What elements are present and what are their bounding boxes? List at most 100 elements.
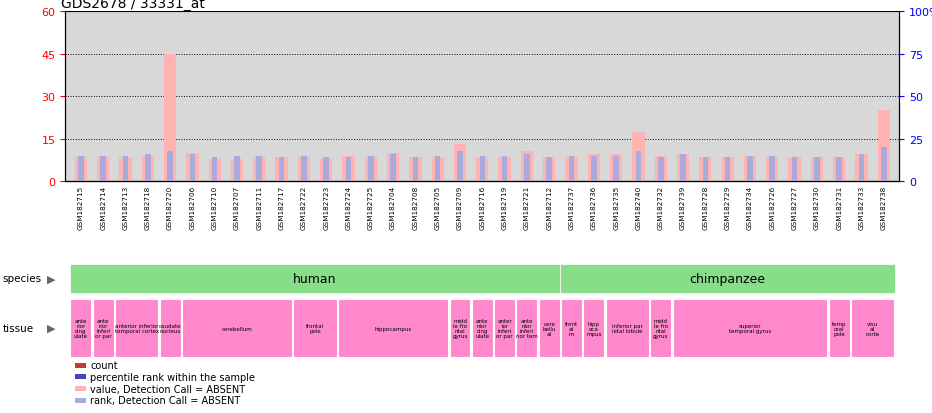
Text: value, Detection Call = ABSENT: value, Detection Call = ABSENT	[90, 384, 245, 394]
Bar	[703, 158, 708, 182]
Text: GSM182740: GSM182740	[636, 186, 641, 230]
Text: GSM182706: GSM182706	[189, 186, 196, 230]
Text: GSM182736: GSM182736	[591, 186, 596, 230]
Bar	[78, 156, 84, 182]
Text: GSM182730: GSM182730	[814, 186, 820, 230]
Text: GSM182724: GSM182724	[346, 186, 351, 230]
Text: anterior inferior
temporal cortex: anterior inferior temporal cortex	[115, 323, 158, 333]
Bar	[610, 155, 623, 182]
Bar	[182, 299, 292, 357]
Bar	[409, 158, 421, 182]
Text: GDS2678 / 33331_at: GDS2678 / 33331_at	[62, 0, 205, 12]
Bar	[560, 264, 895, 294]
Text: GSM182727: GSM182727	[791, 186, 798, 230]
Text: GSM182714: GSM182714	[100, 186, 106, 230]
Text: rank, Detection Call = ABSENT: rank, Detection Call = ABSENT	[90, 395, 240, 405]
Bar	[391, 154, 396, 182]
Bar	[472, 299, 493, 357]
Bar	[654, 156, 667, 182]
Bar	[297, 158, 310, 182]
Bar	[721, 158, 733, 182]
Bar	[75, 158, 87, 182]
Bar	[413, 158, 418, 182]
Bar	[766, 158, 778, 182]
Bar	[881, 148, 886, 182]
Bar	[788, 158, 801, 182]
Text: visu
al
corte: visu al corte	[866, 321, 880, 336]
Text: GSM182719: GSM182719	[501, 186, 508, 230]
Bar	[829, 299, 850, 357]
Text: GSM182722: GSM182722	[301, 186, 307, 230]
Bar	[480, 156, 485, 182]
Bar	[167, 151, 172, 182]
Bar	[164, 55, 176, 182]
Bar	[501, 156, 507, 182]
Bar	[566, 158, 578, 182]
Bar	[606, 299, 649, 357]
Bar	[435, 156, 441, 182]
Bar	[856, 155, 868, 182]
Bar	[454, 145, 466, 182]
Bar	[458, 151, 463, 182]
Text: GSM182713: GSM182713	[122, 186, 129, 230]
Text: GSM182731: GSM182731	[836, 186, 843, 230]
Bar	[476, 158, 488, 182]
Bar	[186, 154, 199, 182]
Bar	[231, 159, 243, 182]
Bar	[338, 299, 448, 357]
Bar	[632, 132, 645, 182]
Text: count: count	[90, 361, 118, 370]
Bar	[71, 299, 91, 357]
Bar	[569, 156, 574, 182]
Bar	[256, 156, 262, 182]
Text: frontal
pole: frontal pole	[306, 323, 324, 333]
Text: GSM182732: GSM182732	[658, 186, 664, 230]
Text: GSM182704: GSM182704	[391, 186, 396, 230]
Bar	[320, 159, 333, 182]
Bar	[115, 299, 158, 357]
Text: GSM182739: GSM182739	[680, 186, 686, 230]
Bar	[521, 152, 533, 182]
Bar	[387, 154, 399, 182]
Bar	[770, 156, 775, 182]
Text: chimpanzee: chimpanzee	[690, 272, 766, 285]
Bar	[878, 111, 890, 182]
Text: GSM182707: GSM182707	[234, 186, 240, 230]
Text: GSM182705: GSM182705	[434, 186, 441, 230]
Text: GSM182720: GSM182720	[167, 186, 173, 230]
Text: ante
rior
inferi
or par: ante rior inferi or par	[95, 318, 112, 338]
Text: GSM182726: GSM182726	[769, 186, 775, 230]
Text: GSM182715: GSM182715	[78, 186, 84, 230]
Text: GSM182729: GSM182729	[725, 186, 731, 230]
Text: hippocampus: hippocampus	[375, 326, 412, 331]
Text: GSM182710: GSM182710	[212, 186, 218, 230]
Bar	[92, 299, 114, 357]
Bar	[364, 158, 377, 182]
Bar	[145, 154, 151, 182]
Bar	[673, 299, 828, 357]
Bar	[449, 299, 471, 357]
Bar	[744, 156, 756, 182]
Text: GSM182708: GSM182708	[412, 186, 418, 230]
Bar	[677, 155, 689, 182]
Text: GSM182738: GSM182738	[881, 186, 886, 230]
Text: GSM182725: GSM182725	[368, 186, 374, 230]
Bar	[97, 158, 109, 182]
Text: ante
rior
cing
ulate: ante rior cing ulate	[74, 318, 88, 338]
Bar	[651, 299, 671, 357]
Bar	[159, 299, 181, 357]
Bar	[588, 155, 600, 182]
Bar	[189, 154, 195, 182]
Text: GSM182711: GSM182711	[256, 186, 262, 230]
Bar	[142, 156, 154, 182]
Text: hipp
oca
mpus: hipp oca mpus	[586, 321, 601, 336]
Bar	[499, 158, 511, 182]
Bar	[636, 151, 641, 182]
Text: temp
oral
pole: temp oral pole	[832, 321, 846, 336]
Bar	[814, 158, 819, 182]
Bar	[342, 156, 354, 182]
Bar	[212, 158, 217, 182]
Bar	[699, 158, 711, 182]
Text: superior
temporal gyrus: superior temporal gyrus	[729, 323, 771, 333]
Bar	[276, 158, 288, 182]
